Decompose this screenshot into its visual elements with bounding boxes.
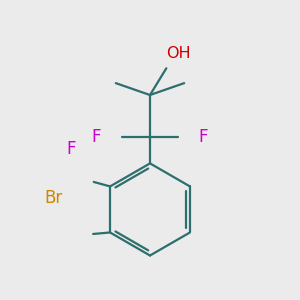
Text: F: F <box>92 128 101 146</box>
Text: Br: Br <box>44 189 62 207</box>
Text: F: F <box>67 140 76 158</box>
Text: F: F <box>199 128 208 146</box>
Text: OH: OH <box>166 46 190 61</box>
